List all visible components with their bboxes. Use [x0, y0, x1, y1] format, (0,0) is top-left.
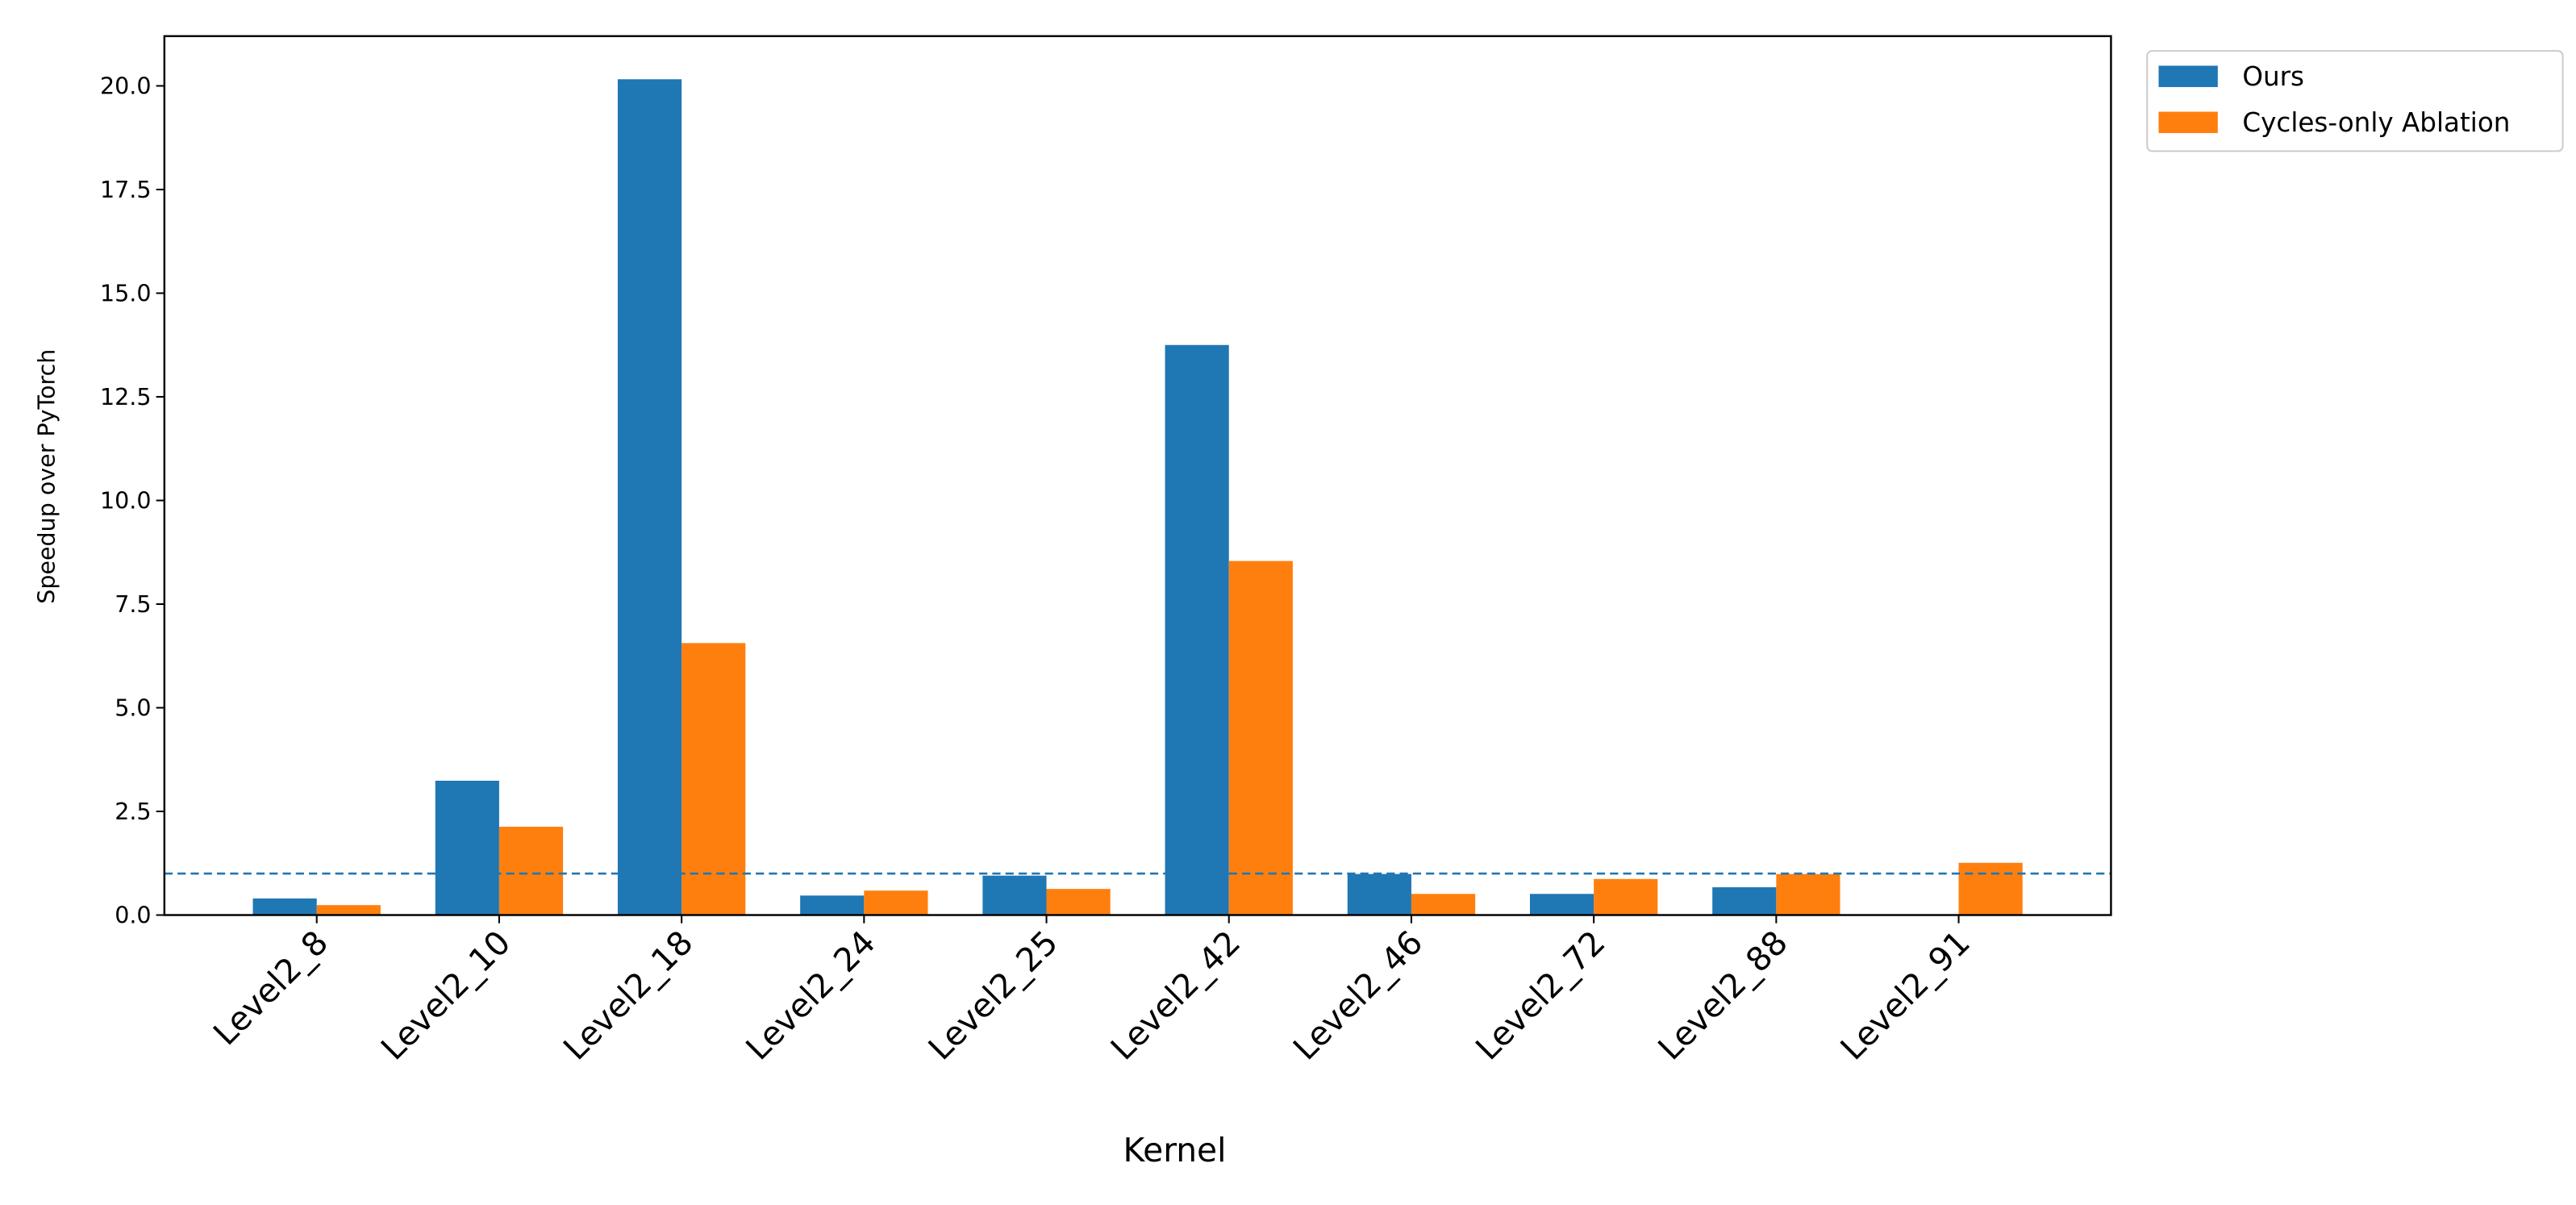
bar [1776, 874, 1840, 915]
plot-frame [163, 35, 2112, 916]
legend: Ours Cycles-only Ablation [2146, 50, 2564, 152]
bar [1529, 894, 1594, 915]
bar [800, 895, 865, 915]
x-tick-label: Level2_42 [1103, 923, 1248, 1067]
y-tick-label: 0.0 [115, 903, 151, 929]
bar [617, 79, 682, 915]
x-axis-label: Kernel [1123, 1131, 1226, 1170]
y-tick-label: 12.5 [100, 384, 151, 411]
x-tick-label: Level2_46 [1286, 923, 1430, 1067]
bar [498, 827, 564, 915]
bar [252, 898, 317, 915]
bar [1046, 889, 1111, 915]
x-tick-label: Level2_24 [738, 923, 882, 1067]
legend-swatch [2158, 111, 2218, 133]
bar [1958, 862, 2023, 915]
y-tick-label: 2.5 [115, 798, 151, 825]
x-tick-label: Level2_18 [556, 923, 700, 1067]
bar [1411, 894, 1476, 915]
y-tick-label: 15.0 [100, 281, 151, 307]
bar [1165, 344, 1229, 915]
x-tick-label: Level2_88 [1650, 923, 1794, 1067]
bar [1712, 887, 1777, 915]
y-tick-label: 17.5 [100, 177, 151, 203]
bar [435, 780, 499, 915]
bar [1594, 878, 1658, 915]
y-tick-label: 5.0 [115, 695, 151, 722]
y-tick-label: 10.0 [100, 488, 151, 515]
legend-box [2146, 50, 2564, 152]
x-tick-label: Level2_10 [373, 923, 518, 1067]
bar [1347, 874, 1411, 915]
y-tick-label: 20.0 [100, 73, 151, 100]
y-axis-label: Speedup over PyTorch [33, 349, 60, 604]
bar [682, 643, 746, 915]
legend-label: Cycles-only Ablation [2242, 107, 2510, 138]
legend-label: Ours [2242, 61, 2304, 92]
x-tick-label: Level2_25 [921, 923, 1065, 1067]
legend-swatch [2158, 65, 2218, 87]
bar [864, 890, 928, 915]
x-tick-label: Level2_91 [1833, 923, 1978, 1067]
x-tick-label: Level2_8 [206, 923, 336, 1053]
y-tick-label: 7.5 [115, 591, 151, 618]
bar [316, 905, 381, 915]
x-tick-label: Level2_72 [1468, 923, 1612, 1067]
bar [982, 875, 1047, 915]
bar [1228, 561, 1293, 915]
